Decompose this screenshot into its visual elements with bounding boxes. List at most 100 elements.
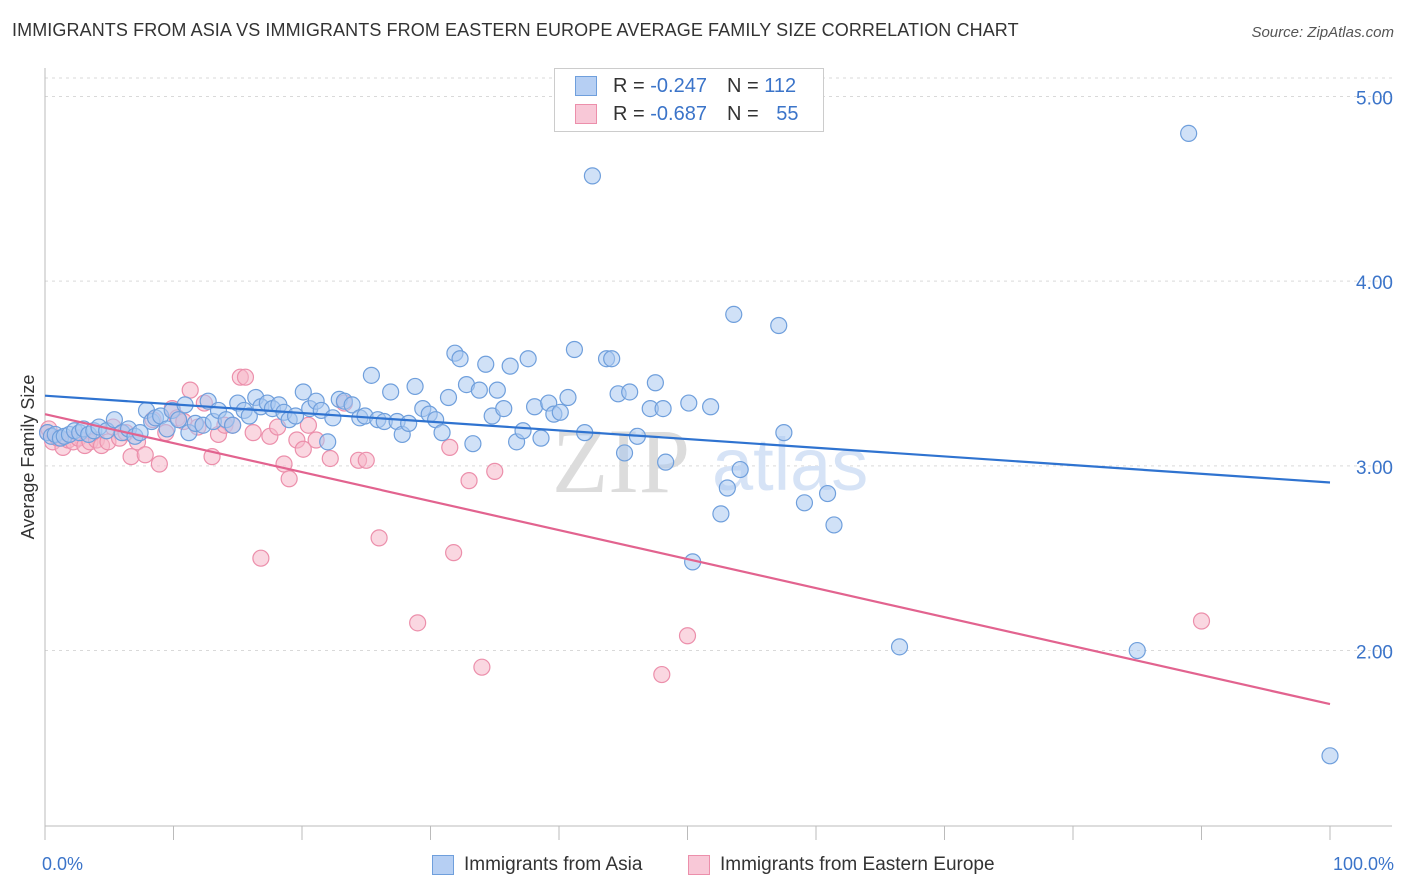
asia-point — [451, 350, 469, 368]
asia-point — [725, 305, 743, 324]
y-tick-label: 4.00 — [1356, 273, 1393, 294]
europe-point — [150, 455, 168, 473]
y-tick-label: 3.00 — [1356, 458, 1393, 479]
source-label: Source: ZipAtlas.com — [1251, 24, 1394, 41]
asia-point — [603, 350, 621, 368]
europe-point — [1192, 612, 1211, 630]
europe-point — [357, 451, 375, 469]
europe-point — [445, 544, 463, 562]
trend-lines — [44, 394, 1331, 706]
legend-row-asia: R = -0.247 N = 112 — [575, 72, 796, 100]
europe-point — [244, 424, 262, 442]
asia-point — [439, 388, 458, 407]
legend-n-value: 112 — [764, 74, 797, 97]
asia-point — [775, 424, 793, 442]
asia-point — [433, 424, 451, 442]
asia-point — [382, 383, 400, 401]
legend-r-label: R = — [613, 74, 645, 97]
europe-point — [473, 658, 491, 676]
asia-point — [718, 479, 736, 497]
asia-point — [324, 409, 342, 427]
asia-point — [319, 433, 337, 451]
y-axis-label: Average Family Size — [18, 375, 38, 540]
asia-point — [1128, 641, 1146, 660]
asia-point — [712, 505, 730, 523]
asia-point — [464, 435, 482, 453]
europe-point — [181, 381, 199, 399]
bottom-legend-swatch-europe — [688, 855, 710, 875]
europe-point — [299, 416, 318, 434]
europe-point — [441, 438, 459, 456]
europe-point — [136, 446, 154, 464]
asia-point — [294, 383, 312, 401]
asia-point — [519, 350, 537, 368]
asia-point — [795, 494, 814, 512]
asia-point — [559, 388, 577, 407]
asia-point — [1180, 124, 1198, 143]
legend-n-value: 55 — [776, 102, 799, 125]
europe-trend-line — [44, 413, 1331, 706]
asia-point — [477, 355, 495, 373]
x-tick-label: 100.0% — [1333, 854, 1394, 874]
asia-point — [343, 396, 361, 414]
asia-point — [657, 453, 675, 471]
asia-point — [501, 357, 519, 375]
axes — [44, 68, 1392, 840]
asia-point — [731, 460, 749, 479]
europe-point — [409, 614, 427, 632]
europe-point — [122, 448, 140, 466]
asia-point — [240, 407, 258, 425]
asia-point — [488, 381, 506, 399]
tick-labels: 2.00 3.00 4.00 5.00 0.0% 100.0% — [42, 88, 1394, 874]
europe-point — [280, 470, 298, 488]
europe-point — [486, 462, 504, 480]
asia-point — [525, 398, 544, 416]
asia-point — [654, 399, 672, 418]
bottom-legend-asia: Immigrants from Asia — [432, 852, 642, 878]
asia-point — [825, 516, 843, 534]
asia-point — [406, 377, 424, 396]
asia-point — [105, 411, 123, 429]
asia-point — [286, 407, 305, 425]
legend-r-value: -0.247 — [650, 74, 707, 97]
asia-point — [646, 374, 664, 392]
x-tick-label: 0.0% — [42, 854, 83, 874]
y-tick-label: 5.00 — [1356, 88, 1393, 109]
y-tick-label: 2.00 — [1356, 643, 1393, 664]
legend-r-label: R = — [613, 102, 645, 125]
asia-point — [400, 414, 418, 432]
chart-title: IMMIGRANTS FROM ASIA VS IMMIGRANTS FROM … — [12, 20, 1019, 40]
bottom-legend-europe: Immigrants from Eastern Europe — [688, 852, 995, 878]
asia-point — [514, 422, 532, 440]
asia-point — [680, 394, 698, 412]
asia-point — [583, 167, 602, 185]
asia-trend-line — [44, 394, 1331, 484]
asia-point — [532, 429, 550, 447]
asia-point — [702, 398, 720, 416]
asia-point — [170, 411, 188, 429]
europe-point — [370, 529, 388, 547]
europe-point — [252, 549, 270, 567]
asia-point — [818, 484, 837, 503]
legend-n-label: N = — [726, 102, 759, 125]
europe-point — [460, 472, 478, 490]
legend-swatch-asia — [575, 76, 597, 96]
europe-point — [321, 449, 339, 468]
correlation-legend: R = -0.247 N = 112 R = -0.687 N = 55 — [554, 68, 824, 132]
bottom-legend-label-asia: Immigrants from Asia — [464, 854, 643, 875]
asia-point — [565, 340, 584, 359]
europe-point — [294, 440, 312, 458]
legend-swatch-europe — [575, 104, 597, 124]
bottom-legend-swatch-asia — [432, 855, 454, 875]
asia-point — [615, 444, 634, 462]
asia-point — [551, 403, 569, 421]
asia-point — [1321, 747, 1339, 765]
legend-r-value: -0.687 — [650, 102, 707, 125]
asia-point — [224, 416, 242, 434]
asia-point — [495, 399, 513, 418]
europe-point — [678, 627, 697, 645]
asia-point — [890, 638, 909, 656]
gridlines — [45, 77, 1392, 652]
asia-point — [770, 316, 788, 335]
